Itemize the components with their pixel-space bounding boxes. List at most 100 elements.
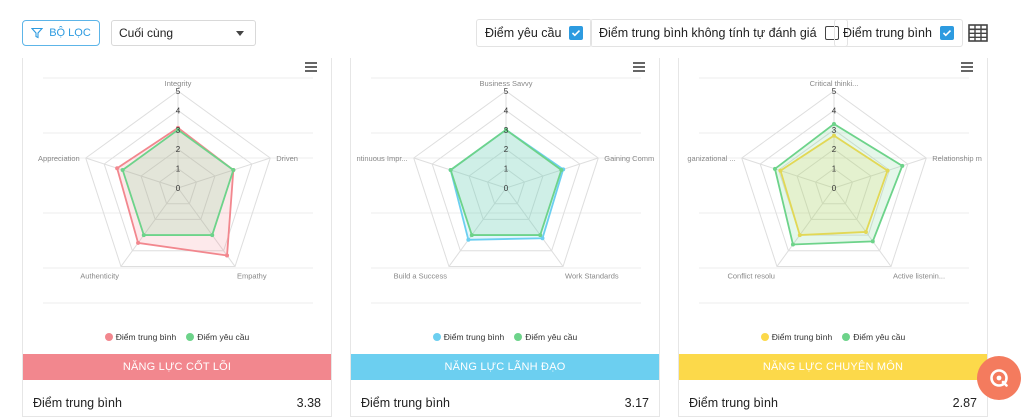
checkbox-checked-icon[interactable] bbox=[939, 26, 954, 40]
radar-spoke bbox=[413, 157, 507, 189]
legend-label: Điểm yêu cầu bbox=[853, 332, 906, 342]
radar-axis-label: Integrity bbox=[165, 79, 192, 88]
toolbar: BỘ LỌC Cuối cùng Điểm yêu cầu Điểm trung… bbox=[0, 0, 1024, 58]
legend-dot bbox=[760, 333, 769, 341]
radar-axis-label: Driven bbox=[276, 154, 298, 163]
radar-point bbox=[870, 239, 875, 244]
radar-axis-label: Relationship m bbox=[932, 154, 982, 163]
radar-spoke bbox=[448, 187, 507, 267]
checkbox-unchecked-icon[interactable] bbox=[824, 26, 839, 40]
radar-tick-label: 2 bbox=[176, 145, 181, 154]
required-score-toggle[interactable]: Điểm yêu cầu bbox=[476, 19, 593, 47]
radar-spoke bbox=[120, 187, 179, 267]
radar-point bbox=[863, 229, 868, 234]
radar-series-area bbox=[121, 128, 235, 236]
radar-grid-ring bbox=[741, 90, 927, 267]
radar-point bbox=[448, 168, 453, 173]
radar-tick-label: 0 bbox=[176, 184, 181, 193]
legend-dot bbox=[432, 333, 441, 341]
radar-spoke bbox=[741, 157, 835, 189]
radar-series-area bbox=[773, 122, 904, 246]
radar-grid-ring bbox=[158, 167, 198, 205]
radar-axis-label: Appreciation bbox=[38, 154, 80, 163]
avg-excl-self-toggle[interactable]: Điểm trung bình không tính tự đánh giá bbox=[590, 19, 848, 47]
radar-point bbox=[832, 133, 836, 138]
period-select-value: Cuối cùng bbox=[119, 26, 174, 40]
radar-tick-label: 2 bbox=[504, 145, 509, 154]
legend-label: Điểm trung bình bbox=[443, 332, 505, 342]
avg-excl-self-label: Điểm trung bình không tính tự đánh giá bbox=[599, 26, 817, 40]
legend-label: Điểm trung bình bbox=[771, 332, 833, 342]
avg-row: Điểm trung bình 2.87 bbox=[689, 396, 977, 410]
radar-point bbox=[466, 237, 471, 242]
avg-score-toggle[interactable]: Điểm trung bình bbox=[834, 19, 963, 47]
radar-series-area bbox=[779, 134, 889, 237]
filter-icon bbox=[31, 27, 44, 39]
legend-dot bbox=[104, 333, 113, 341]
competency-card-professional: 0 1 2 3 4 5 Critical thinki... Relationship m Ac… bbox=[678, 58, 988, 417]
radar-series-area bbox=[449, 128, 563, 236]
radar-tick-label: 1 bbox=[504, 165, 509, 174]
radar-point bbox=[469, 233, 474, 238]
filter-label: BỘ LỌC bbox=[49, 27, 91, 39]
menu-icon[interactable] bbox=[961, 62, 973, 72]
legend-item-required[interactable]: Điểm yêu cầu bbox=[186, 332, 249, 342]
avg-value: 2.87 bbox=[952, 396, 977, 410]
radar-spoke bbox=[177, 187, 236, 267]
radar-tick-label: 1 bbox=[832, 165, 837, 174]
avg-value: 3.38 bbox=[296, 396, 321, 410]
filter-button[interactable]: BỘ LỌC bbox=[22, 20, 100, 46]
legend-item-required[interactable]: Điểm yêu cầu bbox=[842, 332, 905, 342]
period-select[interactable]: Cuối cùng bbox=[111, 20, 256, 46]
radar-point bbox=[772, 166, 777, 171]
radar-point bbox=[797, 233, 802, 238]
radar-grid-ring bbox=[431, 109, 581, 252]
competency-card-core: 0 1 2 3 4 5 Integrity Driven Empathy Authenticity… bbox=[22, 58, 332, 417]
radar-axis-label: Work Standards bbox=[565, 271, 619, 280]
legend-item-required[interactable]: Điểm yêu cầu bbox=[514, 332, 577, 342]
table-view-icon[interactable] bbox=[968, 24, 988, 42]
menu-icon[interactable] bbox=[633, 62, 645, 72]
avg-score-label: Điểm trung bình bbox=[843, 26, 932, 40]
radar-tick-label: 5 bbox=[832, 87, 837, 96]
legend-dot bbox=[186, 333, 195, 341]
radar-spoke bbox=[833, 187, 892, 267]
radar-grid-ring bbox=[103, 109, 253, 252]
chart-legend: Điểm trung bình Điểm yêu cầu bbox=[23, 332, 331, 342]
legend-dot bbox=[514, 333, 523, 341]
legend-label: Điểm yêu cầu bbox=[197, 332, 250, 342]
chat-support-button[interactable] bbox=[977, 356, 1021, 400]
radar-grid-ring bbox=[140, 148, 216, 220]
radar-grid-ring bbox=[468, 148, 544, 220]
radar-tick-label: 4 bbox=[176, 106, 181, 115]
legend-item-average[interactable]: Điểm trung bình bbox=[760, 332, 833, 342]
radar-point bbox=[885, 168, 890, 173]
radar-spoke bbox=[505, 187, 564, 267]
menu-icon[interactable] bbox=[305, 62, 317, 72]
radar-point bbox=[900, 163, 905, 168]
radar-axis-label: ganizational ... bbox=[687, 154, 735, 163]
card-banner: NĂNG LỰC CỐT LÕI bbox=[23, 354, 331, 380]
radar-tick-label: 2 bbox=[832, 145, 837, 154]
radar-axis-label: Empathy bbox=[237, 271, 267, 280]
radar-tick-label: 0 bbox=[832, 184, 837, 193]
radar-point bbox=[115, 166, 120, 171]
radar-spoke bbox=[776, 187, 835, 267]
radar-point bbox=[225, 253, 230, 258]
legend-label: Điểm yêu cầu bbox=[525, 332, 578, 342]
radar-tick-label: 3 bbox=[176, 126, 181, 135]
radar-point bbox=[210, 233, 215, 238]
radar-point bbox=[538, 233, 543, 238]
checkbox-checked-icon[interactable] bbox=[569, 26, 584, 40]
card-banner: NĂNG LỰC LÃNH ĐẠO bbox=[351, 354, 659, 380]
legend-item-average[interactable]: Điểm trung bình bbox=[432, 332, 505, 342]
chart-legend: Điểm trung bình Điểm yêu cầu bbox=[351, 332, 659, 342]
required-score-label: Điểm yêu cầu bbox=[485, 26, 562, 40]
radar-tick-label: 3 bbox=[832, 126, 837, 135]
radar-axis-label: Build a Success bbox=[394, 271, 448, 280]
legend-item-average[interactable]: Điểm trung bình bbox=[104, 332, 176, 342]
radar-axis-label: Active listenin... bbox=[893, 271, 945, 280]
radar-point bbox=[832, 121, 836, 126]
radar-axis-label: Authenticity bbox=[80, 271, 119, 280]
